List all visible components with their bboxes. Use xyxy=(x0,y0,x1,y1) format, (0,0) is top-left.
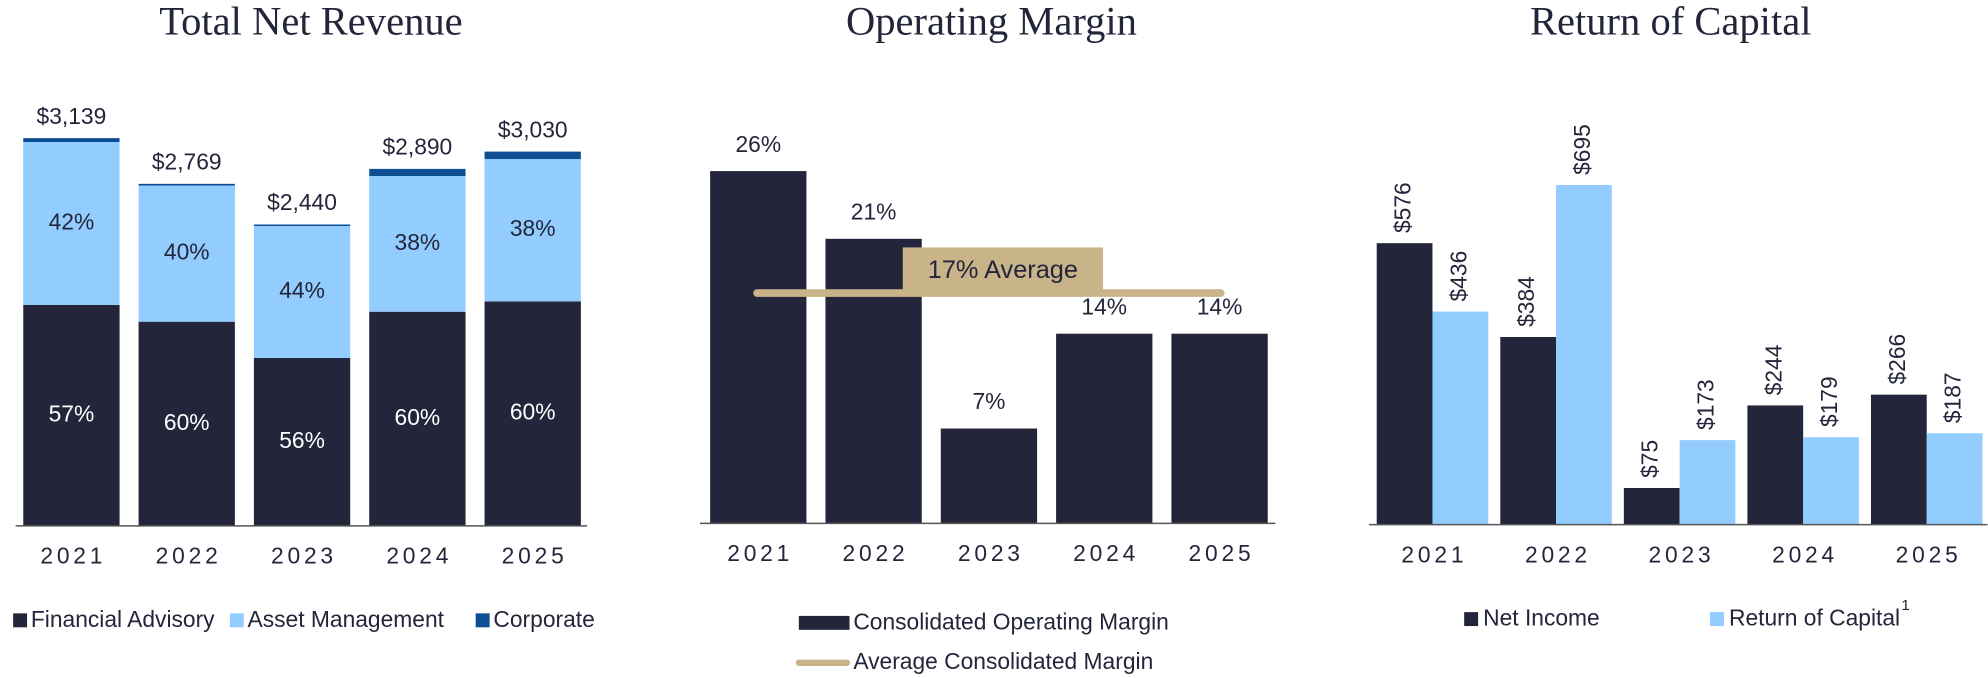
footnote-marker: 1 xyxy=(1901,597,1909,614)
data-label: 60% xyxy=(164,409,210,435)
total-label: $2,890 xyxy=(383,134,453,160)
bar-segment xyxy=(369,311,466,526)
data-label: 14% xyxy=(1197,293,1243,319)
legend-label: Financial Advisory xyxy=(31,606,215,632)
bar xyxy=(1056,333,1153,524)
data-label: 38% xyxy=(510,215,556,241)
x-tick-label: 2021 xyxy=(727,540,793,566)
total-label: $2,769 xyxy=(152,149,222,175)
bar-segment xyxy=(369,176,466,312)
legend-swatch xyxy=(798,615,850,630)
legend-label: Corporate xyxy=(493,606,594,632)
total-label: $3,030 xyxy=(498,116,568,142)
data-label: 42% xyxy=(49,208,95,234)
x-tick-label: 2021 xyxy=(40,543,106,569)
bar xyxy=(1432,311,1489,525)
bar-segment xyxy=(253,224,351,226)
bar xyxy=(1623,488,1680,525)
data-label: $187 xyxy=(1940,372,1966,423)
legend-swatch xyxy=(1464,612,1479,627)
data-label: 56% xyxy=(279,427,325,453)
x-tick-label: 2024 xyxy=(1772,541,1838,567)
average-label: 17% Average xyxy=(928,256,1078,284)
data-label: 26% xyxy=(735,131,781,157)
data-label: $695 xyxy=(1569,124,1595,175)
data-label: 7% xyxy=(972,388,1005,414)
bar-segment xyxy=(484,159,581,302)
data-label: 60% xyxy=(395,404,441,430)
x-tick-label: 2025 xyxy=(502,543,568,569)
x-tick-label: 2023 xyxy=(271,543,337,569)
data-label: 60% xyxy=(510,399,556,425)
data-label: 44% xyxy=(279,277,325,303)
data-label: $384 xyxy=(1513,276,1539,327)
legend-swatch xyxy=(229,613,244,628)
data-label: 38% xyxy=(395,229,441,255)
bar xyxy=(1926,433,1983,525)
x-tick-label: 2022 xyxy=(843,540,909,566)
bar xyxy=(1500,337,1557,525)
total-label: $3,139 xyxy=(37,103,107,129)
x-tick-label: 2025 xyxy=(1189,540,1255,566)
bar xyxy=(940,428,1038,524)
legend-swatch xyxy=(475,613,490,628)
bar-segment xyxy=(253,357,351,526)
x-tick-label: 2022 xyxy=(156,543,222,569)
x-tick-label: 2024 xyxy=(386,543,452,569)
chart-title: Total Net Revenue xyxy=(159,0,462,44)
bar-segment xyxy=(23,142,120,305)
x-tick-label: 2023 xyxy=(1649,541,1715,567)
bar-segment xyxy=(369,168,466,177)
legend-label: Consolidated Operating Margin xyxy=(853,609,1169,635)
data-label: $266 xyxy=(1884,334,1910,385)
legend-label: Return of Capital xyxy=(1729,605,1900,631)
bar xyxy=(1803,437,1859,525)
data-label: 14% xyxy=(1081,293,1127,319)
bar-segment xyxy=(138,183,235,186)
bar xyxy=(1747,405,1804,525)
x-tick-label: 2025 xyxy=(1896,541,1962,567)
bar xyxy=(1171,333,1268,524)
bar xyxy=(1556,185,1612,525)
legend-label: Average Consolidated Margin xyxy=(853,648,1153,674)
legend-swatch xyxy=(1710,612,1724,627)
bar xyxy=(1679,440,1736,525)
bar xyxy=(1376,243,1433,525)
data-label: 40% xyxy=(164,239,210,265)
bar-segment xyxy=(253,225,351,358)
data-label: $436 xyxy=(1445,251,1471,302)
data-label: $179 xyxy=(1816,376,1842,427)
bar-segment xyxy=(484,301,581,526)
legend-swatch xyxy=(13,613,28,628)
bar-segment xyxy=(138,321,235,526)
x-tick-label: 2023 xyxy=(958,540,1024,566)
data-label: $576 xyxy=(1390,182,1416,233)
data-label: $173 xyxy=(1693,379,1719,430)
average-box xyxy=(902,247,1103,296)
bar-segment xyxy=(23,138,120,143)
total-label: $2,440 xyxy=(267,189,337,215)
chart-title: Operating Margin xyxy=(846,0,1137,44)
bar-segment xyxy=(138,185,235,322)
legend-label: Net Income xyxy=(1483,605,1600,631)
bar-segment xyxy=(23,304,120,526)
data-label: $244 xyxy=(1760,344,1786,395)
x-tick-label: 2021 xyxy=(1401,541,1467,567)
data-label: $75 xyxy=(1637,440,1663,478)
bar-segment xyxy=(484,151,581,160)
data-label: 57% xyxy=(49,400,95,426)
bar xyxy=(1870,394,1927,525)
chart-title: Return of Capital xyxy=(1530,0,1812,44)
data-label: 21% xyxy=(851,199,897,225)
bar xyxy=(710,171,807,524)
legend-label: Asset Management xyxy=(248,606,445,632)
x-tick-label: 2022 xyxy=(1525,541,1591,567)
x-tick-label: 2024 xyxy=(1073,540,1139,566)
